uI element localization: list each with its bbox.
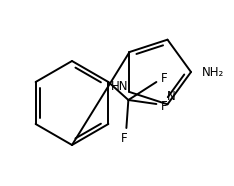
Text: F: F <box>161 73 168 86</box>
Text: F: F <box>161 100 168 113</box>
Text: N: N <box>167 90 176 103</box>
Text: F: F <box>121 132 128 145</box>
Text: NH₂: NH₂ <box>202 65 224 78</box>
Text: HN: HN <box>111 81 128 94</box>
